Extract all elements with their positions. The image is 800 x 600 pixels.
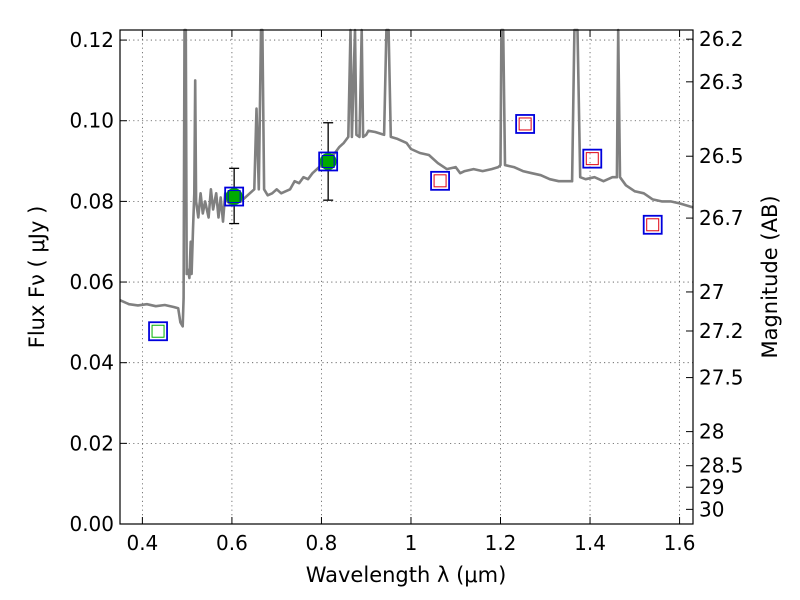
y-tick-label: 0.12	[69, 28, 114, 52]
right-tick-label: 26.2	[699, 27, 744, 51]
y-axis-label: Flux Fν ( μJy )	[25, 206, 49, 349]
right-tick-label: 27	[699, 280, 724, 304]
photometry-box-inner	[321, 154, 335, 168]
right-tick-label: 26.3	[699, 70, 744, 94]
y-tick-label: 0.02	[69, 431, 114, 455]
photometry-box-outer	[642, 214, 663, 235]
x-tick-label: 0.4	[126, 531, 158, 555]
photometry-box-outer	[318, 151, 339, 172]
photometry-box-outer	[430, 170, 450, 191]
x-tick-label: 1.4	[574, 531, 606, 555]
right-tick-label: 28	[699, 420, 724, 444]
photometry-box-outer	[148, 321, 168, 342]
photometry-box-inner	[433, 174, 447, 188]
photometry-box-inner	[518, 117, 532, 131]
photometry-box-outer	[515, 114, 536, 134]
photometry-box-outer	[224, 186, 245, 207]
right-tick-label: 29	[699, 475, 724, 499]
axis-ticks: 0.4 0.6 0.8 1 1.2 1.4 1.6 0.00 0.02 0.04 0.06 0.08 0…	[69, 27, 743, 555]
photometry-box-inner	[151, 324, 165, 338]
photometry-box-inner	[227, 190, 241, 204]
y-tick-label: 0.06	[69, 270, 114, 294]
detection-point	[225, 188, 243, 206]
right-tick-label: 30	[699, 497, 724, 521]
photometry-box-inner	[585, 152, 599, 166]
photometry-markers	[148, 114, 663, 342]
y-tick-label: 0.08	[69, 189, 114, 213]
photometry-box-inner	[646, 218, 660, 232]
grid-lines	[120, 30, 693, 524]
x-axis-label: Wavelength λ (μm)	[306, 563, 507, 587]
y-tick-label: 0.10	[69, 109, 114, 133]
error-bars	[229, 122, 334, 225]
x-tick-label: 1.6	[664, 531, 696, 555]
photometry-box-outer	[582, 148, 603, 169]
right-tick-label: 28.5	[699, 454, 744, 478]
x-tick-label: 0.6	[216, 531, 248, 555]
x-tick-label: 0.8	[306, 531, 338, 555]
y-tick-label: 0.00	[69, 512, 114, 536]
right-axis-label: Magnitude (AB)	[758, 195, 782, 358]
detection-point	[319, 152, 337, 170]
right-tick-label: 26.7	[699, 206, 744, 230]
y-tick-label: 0.04	[69, 351, 114, 375]
detection-points	[225, 152, 337, 206]
x-tick-label: 1	[405, 531, 418, 555]
plot-frame	[119, 29, 694, 525]
right-tick-label: 27.5	[699, 366, 744, 390]
right-tick-label: 27.2	[699, 319, 744, 343]
x-tick-label: 1.2	[485, 531, 517, 555]
right-tick-label: 26.5	[699, 144, 744, 168]
